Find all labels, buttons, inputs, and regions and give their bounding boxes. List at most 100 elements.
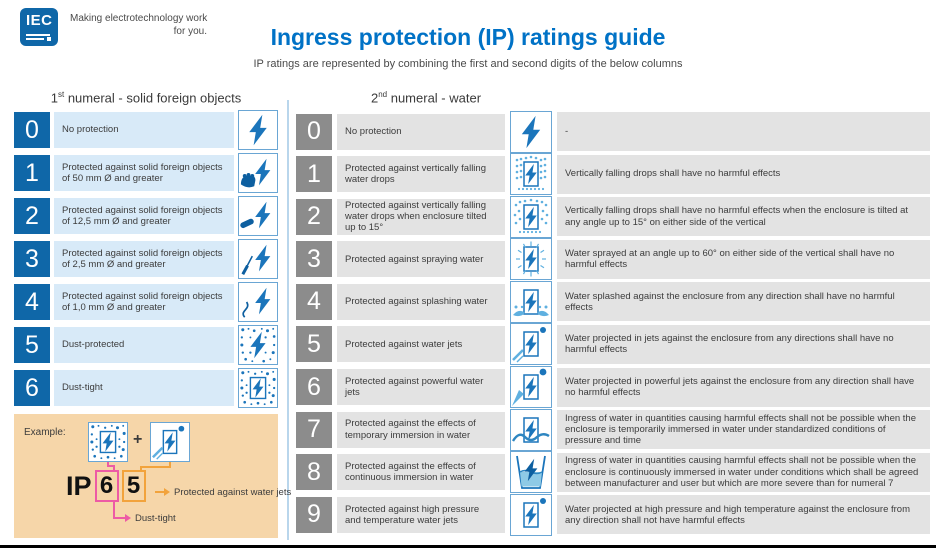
digit-badge: 5 (14, 327, 50, 363)
iec-logo: IEC (20, 8, 58, 46)
page-subtitle: IP ratings are represented by combining … (253, 58, 683, 70)
row-description: Water projected at high pressure and hig… (557, 495, 930, 535)
tool-lightning-icon (238, 239, 278, 279)
finger-lightning-icon (238, 196, 278, 236)
row-label: No protection (337, 113, 505, 150)
digit-badge: 1 (14, 155, 50, 191)
row-label: Protected against spraying water (337, 241, 505, 278)
digit-badge: 0 (296, 113, 332, 150)
high-pressure-jet-icon (510, 493, 552, 536)
solid-row-6: 6 Dust-tight (14, 368, 278, 408)
orange-arrowhead (164, 488, 170, 496)
water-row-1: 1 Protected against vertically falling w… (296, 153, 930, 196)
water-row-5: 5 Protected against water jets Water pro… (296, 323, 930, 366)
tilted-drops-icon (510, 195, 552, 238)
row-description: Water projected in powerful jets against… (557, 367, 930, 407)
water-row-0: 0 No protection - (296, 110, 930, 153)
water-row-2: 2 Protected against vertically falling w… (296, 195, 930, 238)
pink-connector-line (113, 502, 115, 519)
row-description: Water projected in jets against the encl… (557, 324, 930, 364)
solid-column-header: 1st numeral - solid foreign objects (14, 90, 278, 105)
water-ratings-list: 0 No protection - 1 Protected against ve… (296, 110, 930, 538)
water-jet-icon (510, 323, 552, 366)
solid-row-0: 0 No protection (14, 110, 278, 150)
solid-row-3: 3 Protected against solid foreign object… (14, 239, 278, 279)
iec-logo-dot (47, 37, 51, 41)
row-description: - (557, 112, 930, 151)
orange-connector-line (140, 466, 171, 468)
tagline-line-2: for you. (173, 26, 207, 37)
solid-row-4: 4 Protected against solid foreign object… (14, 282, 278, 322)
row-description: Water splashed against the enclosure fro… (557, 282, 930, 322)
solid-heading-number: 1 (50, 90, 58, 106)
iec-logo-underline-2 (26, 38, 44, 40)
digit-badge: 3 (296, 241, 332, 278)
ip-prefix: IP (66, 470, 92, 501)
digit-badge: 5 (296, 326, 332, 363)
orange-connector-line (169, 462, 171, 468)
digit-badge: 2 (14, 198, 50, 234)
orange-connector-line (140, 466, 142, 471)
digit-badge: 3 (14, 241, 50, 277)
example-label: Example: (24, 427, 66, 438)
orange-connector-line (155, 491, 164, 493)
example-ip-code: IP 6 5 (66, 470, 146, 502)
row-description: Vertically falling drops shall have no h… (557, 197, 930, 237)
lightning-bolt-icon (238, 110, 278, 150)
row-label: Protected against vertically falling wat… (337, 198, 505, 235)
digit-badge: 4 (296, 283, 332, 320)
dust-tight-icon (238, 368, 278, 408)
dust-tight-note: Dust-tight (135, 513, 176, 524)
water-row-3: 3 Protected against spraying water Water… (296, 238, 930, 281)
lightning-bolt-icon (510, 110, 552, 153)
row-label: Protected against the effects of continu… (337, 454, 505, 491)
digit-badge: 9 (296, 496, 332, 533)
dust-protected-icon (238, 325, 278, 365)
water-row-6: 6 Protected against powerful water jets … (296, 366, 930, 409)
digit-badge: 8 (296, 454, 332, 491)
solid-row-1: 1 Protected against solid foreign object… (14, 153, 278, 193)
row-label: Protected against the effects of tempora… (337, 411, 505, 448)
splash-icon (510, 280, 552, 323)
immersion-icon (510, 408, 552, 451)
water-jet-icon (150, 422, 190, 462)
digit-badge: 4 (14, 284, 50, 320)
tagline: Making electrotechnology work for you. (70, 12, 215, 38)
water-column-header: 2nd numeral - water (296, 90, 556, 105)
pink-connector-line (113, 465, 115, 471)
water-heading-number: 2 (370, 90, 379, 106)
spray-icon (510, 238, 552, 281)
ip-first-digit: 6 (94, 470, 119, 502)
pink-connector-line (107, 462, 109, 467)
pink-connector-line (113, 517, 125, 519)
digit-badge: 6 (14, 370, 50, 406)
water-row-4: 4 Protected against splashing water Wate… (296, 280, 930, 323)
pink-connector-line (107, 465, 115, 467)
water-row-8: 8 Protected against the effects of conti… (296, 451, 930, 494)
iec-logo-underline (26, 34, 50, 36)
wire-lightning-icon (238, 282, 278, 322)
row-label: Protected against solid foreign objects … (54, 241, 234, 277)
tagline-line-1: Making electrotechnology work (70, 13, 208, 24)
footer-rule (0, 545, 936, 548)
water-heading-ordinal: nd (378, 90, 388, 99)
powerful-water-jet-icon (510, 366, 552, 409)
digit-badge: 1 (296, 156, 332, 193)
row-label: Protected against solid foreign objects … (54, 155, 234, 191)
row-label: Protected against water jets (337, 326, 505, 363)
digit-badge: 0 (14, 112, 50, 148)
digit-badge: 6 (296, 369, 332, 406)
plus-sign: + (133, 431, 143, 448)
row-label: Protected against high pressure and temp… (337, 496, 505, 533)
row-label: Dust-tight (54, 370, 234, 406)
ip-second-digit: 5 (121, 470, 146, 502)
row-label: Protected against vertically falling wat… (337, 156, 505, 193)
column-divider (287, 100, 289, 540)
solid-heading-ordinal: st (57, 90, 65, 99)
hand-lightning-icon (238, 153, 278, 193)
row-description: Ingress of water in quantities causing h… (557, 410, 930, 450)
water-heading-text: numeral - water (387, 90, 482, 106)
continuous-immersion-tank-icon (510, 451, 552, 494)
digit-badge: 7 (296, 411, 332, 448)
